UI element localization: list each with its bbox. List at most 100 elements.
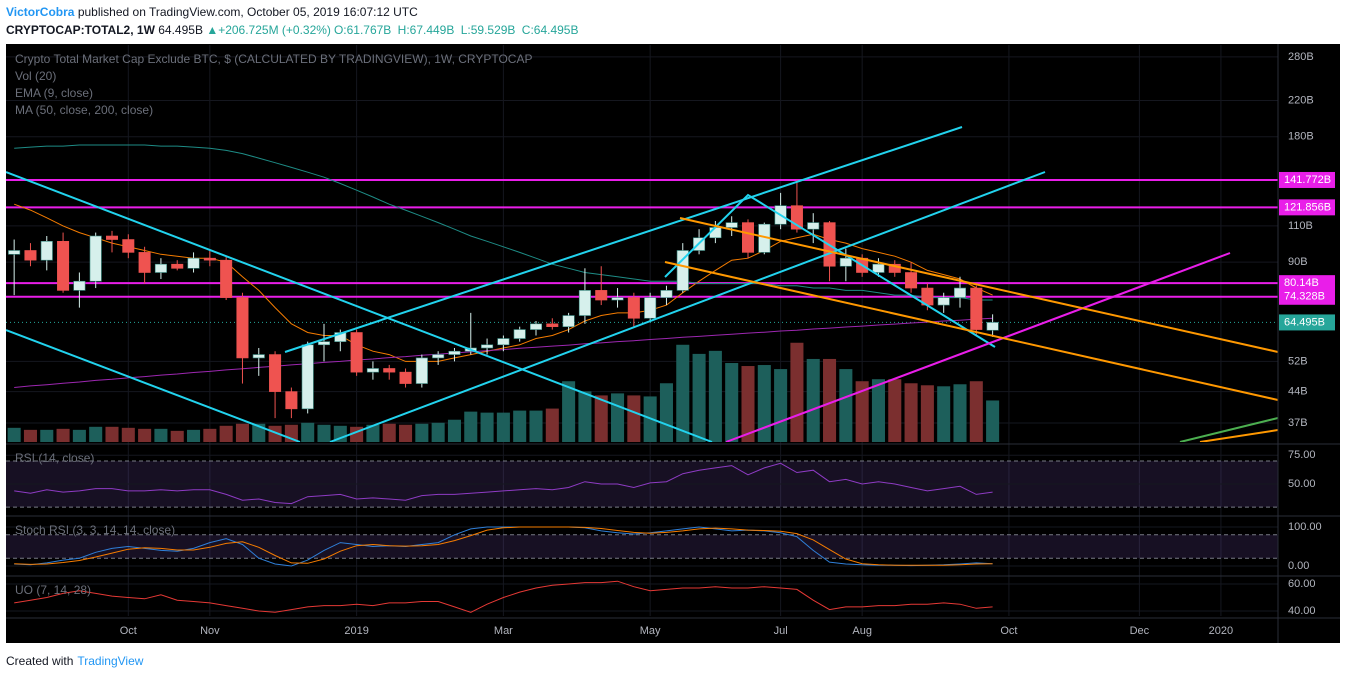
candle-body [399, 371, 412, 384]
candle-body [660, 290, 673, 298]
volume-bar [170, 430, 184, 442]
volume-bar [513, 410, 527, 442]
volume-bar [203, 428, 217, 442]
y-tick-label: 90B [1288, 256, 1308, 268]
level-label: 121.856B [1284, 201, 1331, 213]
candle-body [644, 297, 657, 319]
trendline [1199, 429, 1278, 442]
volume-bar [382, 423, 396, 442]
candle-body [203, 257, 216, 261]
volume-bar [676, 344, 690, 442]
volume-bar [594, 395, 608, 442]
candle-body [953, 287, 967, 298]
band-fill [6, 534, 1278, 559]
trendline [329, 171, 1046, 442]
ohlc-high: H:67.449B [397, 23, 455, 37]
volume-bar [317, 424, 331, 442]
y-tick-label: 0.00 [1288, 560, 1309, 572]
candle-body [627, 297, 640, 319]
candle-body [301, 344, 314, 410]
y-tick-label: 60.00 [1288, 578, 1316, 590]
candle-body [154, 263, 167, 273]
legend-ma: MA (50, close, 200, close) [15, 103, 153, 117]
x-tick-label: Jul [774, 625, 788, 637]
x-tick-label: Nov [200, 625, 220, 637]
candle-body [40, 241, 53, 261]
volume-bar [366, 424, 380, 442]
candle-body [807, 222, 820, 230]
trendline [664, 193, 996, 348]
legend-ema: EMA (9, close) [15, 86, 93, 100]
footer: Created with TradingView [6, 654, 143, 668]
volume-bar [578, 391, 592, 442]
candle-body [89, 235, 102, 282]
published: published on TradingView.com, October 05… [77, 5, 418, 19]
candle-body [432, 354, 445, 359]
x-tick-label: Oct [1000, 625, 1017, 637]
x-tick-label: Mar [494, 625, 513, 637]
volume-bar [333, 425, 347, 442]
author[interactable]: VictorCobra [6, 5, 75, 19]
volume-bar [823, 358, 837, 442]
candle-body [905, 272, 918, 289]
y-tick-label: 180B [1288, 131, 1314, 143]
candle-body [57, 241, 70, 291]
y-tick-label: 110B [1288, 220, 1313, 232]
symbol-line: CRYPTOCAP:TOTAL2, 1W 64.495B ▲+206.725M … [6, 21, 579, 39]
trendline [725, 252, 1231, 442]
candle-body [8, 250, 21, 255]
y-tick-label: 75.00 [1288, 449, 1316, 461]
candle-body [611, 297, 624, 301]
x-tick-label: 2019 [344, 625, 368, 637]
y-tick-label: 52B [1288, 355, 1308, 367]
volume-bar [545, 408, 559, 442]
candle-body [497, 338, 510, 346]
candle-body [350, 332, 363, 373]
volume-bar [105, 426, 119, 442]
candle-body [725, 222, 738, 228]
candle-body [676, 250, 689, 291]
volume-bar [480, 412, 494, 442]
level-label: 141.772B [1284, 174, 1331, 186]
volume-bar [953, 384, 967, 442]
overlay-line [14, 144, 993, 301]
volume-bar [399, 424, 413, 442]
level-label-box [1279, 288, 1335, 305]
main-pane [6, 144, 1278, 442]
brand[interactable]: TradingView [77, 654, 144, 668]
volume-bar [659, 383, 673, 442]
volume-bar [871, 379, 885, 442]
trendline [6, 329, 301, 442]
trendline [6, 171, 713, 442]
y-tick-label: 40.00 [1288, 605, 1316, 617]
candle-body [529, 323, 543, 330]
volume-bar [415, 423, 429, 442]
ohlc-close: C:64.495B [521, 23, 579, 37]
candle-body [269, 354, 282, 392]
volume-bar [627, 395, 641, 442]
level-label: 80.14B [1284, 277, 1319, 289]
candle-body [546, 323, 559, 327]
candle-body [383, 368, 396, 373]
last-price-label: 64.495B [1284, 316, 1325, 328]
candle-body [366, 368, 379, 373]
volume-bar [741, 366, 755, 442]
pane-title: Stoch RSI (3, 3, 14, 14, close) [15, 523, 175, 537]
volume-bar [496, 412, 510, 442]
volume-bar [725, 363, 739, 442]
candle-body [171, 263, 184, 269]
candle-body [562, 315, 575, 327]
volume-bar [447, 419, 461, 442]
candle-body [236, 297, 249, 359]
volume-bar [790, 342, 804, 442]
volume-bar [138, 428, 152, 442]
x-tick-label: May [640, 625, 661, 637]
candle-body [709, 227, 722, 239]
volume-bar [187, 429, 201, 442]
volume-bar [757, 365, 771, 442]
legend-volume: Vol (20) [15, 69, 56, 83]
candle-body [513, 329, 526, 339]
volume-bar [839, 369, 853, 442]
